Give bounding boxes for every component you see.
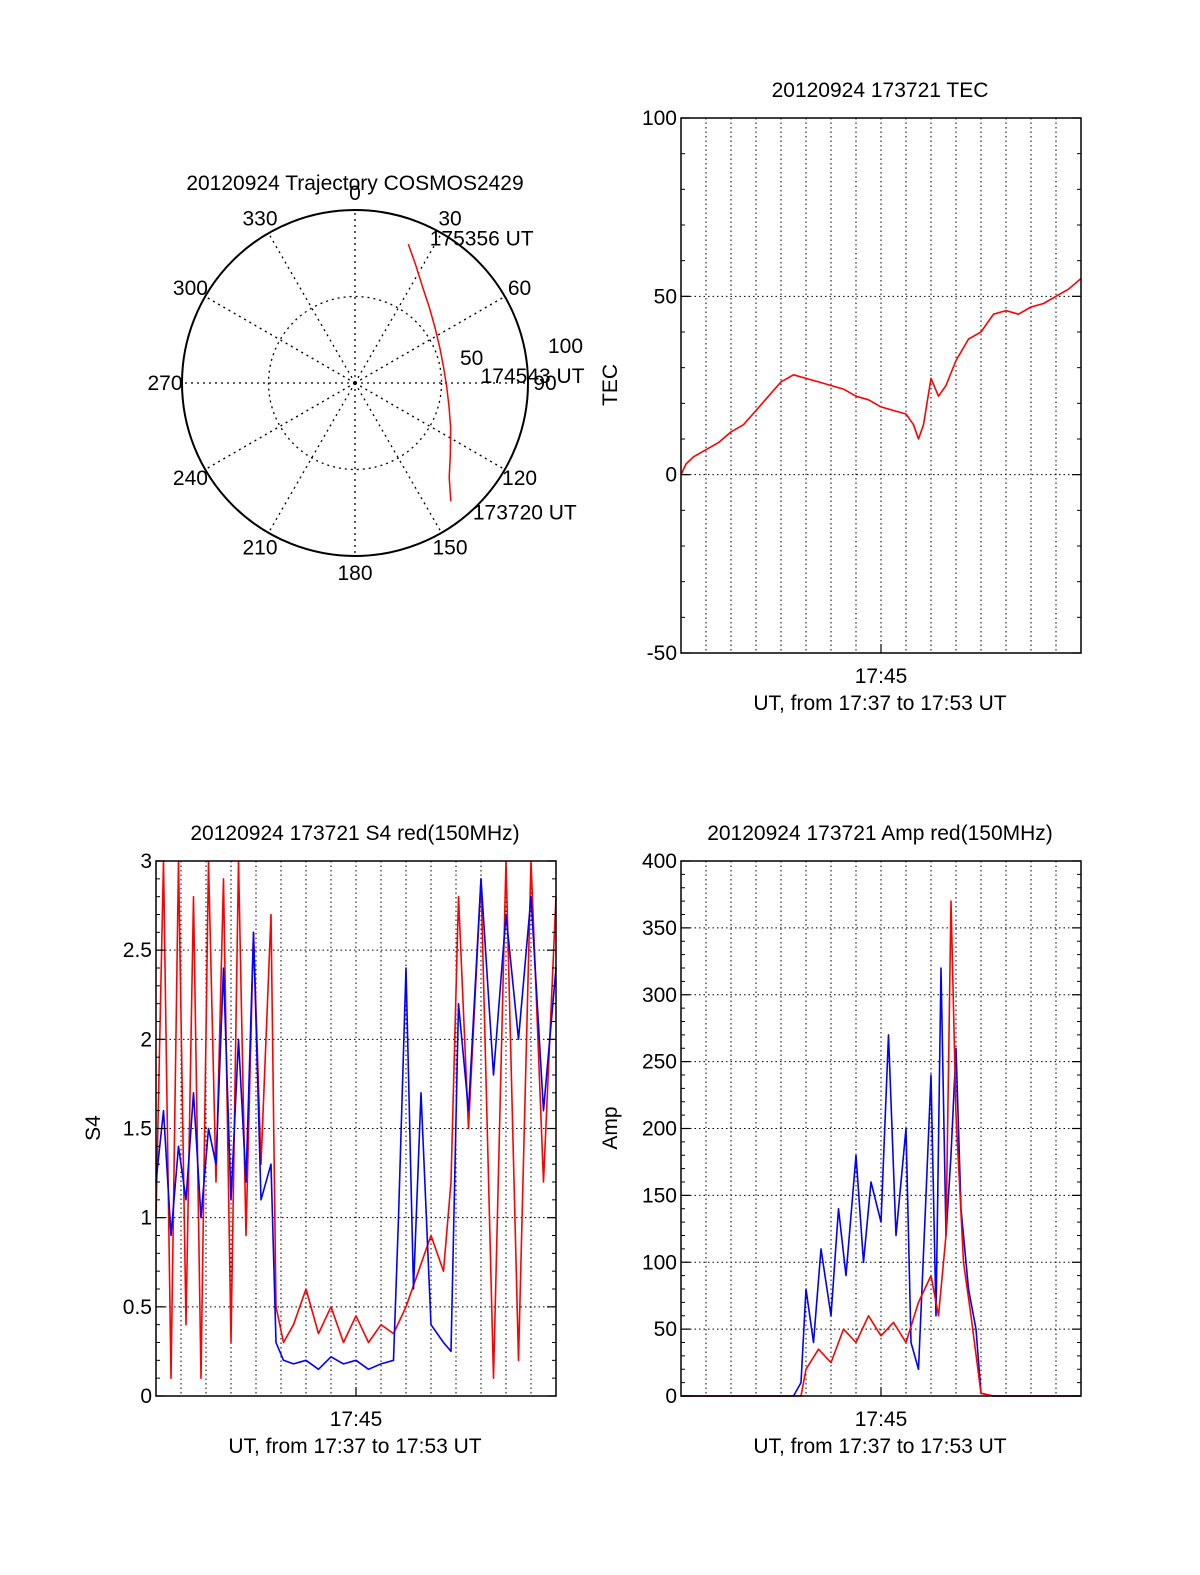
y-tick-label: 50	[654, 1318, 677, 1341]
polar-spoke	[267, 232, 356, 384]
polar-angle-label: 240	[173, 467, 208, 490]
polar-angle-label: 60	[508, 277, 531, 300]
y-tick-label: 0	[140, 1385, 152, 1408]
y-tick-label: 2	[140, 1028, 152, 1051]
y-tick-label: 0.5	[123, 1296, 152, 1319]
y-tick-label: 1.5	[123, 1118, 152, 1141]
tec-xlabel: UT, from 17:37 to 17:53 UT	[753, 692, 1006, 715]
y-tick-label: 250	[642, 1051, 677, 1074]
polar-spoke	[204, 382, 356, 471]
trajectory-line	[407, 243, 452, 502]
polar-angle-label: 270	[147, 372, 182, 395]
polar-spoke	[204, 295, 356, 384]
polar-grid	[181, 209, 529, 557]
x-tick-label: 17:45	[855, 1408, 908, 1431]
s4-panel: 20120924 173721 S4 red(150MHz) UT, from …	[82, 822, 557, 1458]
polar-spoke	[354, 295, 506, 384]
y-tick-label: 200	[642, 1118, 677, 1141]
polar-angle-label: 180	[337, 562, 372, 585]
x-tick-label: 17:45	[330, 1408, 383, 1431]
polar-angle-label: 150	[432, 537, 467, 560]
s4-ylabel: S4	[82, 1115, 105, 1141]
y-tick-label: 0	[665, 1385, 677, 1408]
y-tick-label: 3	[140, 850, 152, 873]
trajectory-path	[407, 243, 452, 502]
polar-radial-label: 50	[460, 347, 483, 370]
y-tick-label: 100	[642, 107, 677, 130]
polar-angle-label: 90	[533, 372, 556, 395]
polar-angle-label: 210	[242, 537, 277, 560]
amp-panel: 20120924 173721 Amp red(150MHz) UT, from…	[599, 822, 1082, 1458]
polar-spoke	[354, 382, 443, 534]
series-line-0	[680, 277, 1082, 476]
series-line-1	[681, 900, 1081, 1397]
y-tick-label: 100	[642, 1251, 677, 1274]
polar-spoke	[267, 382, 356, 534]
amp-title: 20120924 173721 Amp red(150MHz)	[707, 822, 1053, 845]
trajectory-annotation-2: 173720 UT	[473, 502, 577, 525]
polar-angle-labels: 0 30 60 90 120 150 180 210 240 270 300 330 50 100	[147, 182, 583, 585]
polar-angle-label: 0	[349, 182, 361, 205]
tec-panel: 20120924 173721 TEC UT, from 17:37 to 17…	[599, 79, 1082, 715]
y-tick-label: 1	[140, 1207, 152, 1230]
y-tick-label: 400	[642, 850, 677, 873]
y-tick-label: -50	[647, 642, 677, 665]
trajectory-polar-panel: 20120924 Trajectory COSMOS2429 0 30 60 90 12…	[147, 172, 584, 585]
polar-radial-label: 100	[548, 335, 583, 358]
s4-xlabel: UT, from 17:37 to 17:53 UT	[228, 1435, 481, 1458]
series-line-1	[155, 877, 557, 1371]
polar-outer-ring	[181, 209, 529, 557]
amp-xlabel: UT, from 17:37 to 17:53 UT	[753, 1435, 1006, 1458]
y-tick-label: 0	[665, 464, 677, 487]
y-tick-label: 2.5	[123, 939, 152, 962]
polar-angle-label: 120	[502, 467, 537, 490]
y-tick-label: 50	[654, 285, 677, 308]
y-tick-label: 300	[642, 984, 677, 1007]
polar-inner-ring	[267, 295, 443, 471]
y-tick-label: 350	[642, 917, 677, 940]
polar-spoke	[354, 232, 443, 384]
polar-spoke	[354, 382, 506, 471]
tec-title: 20120924 173721 TEC	[772, 79, 989, 102]
polar-angle-label: 330	[242, 207, 277, 230]
trajectory-annotation-0: 175356 UT	[430, 228, 534, 251]
y-tick-label: 150	[642, 1184, 677, 1207]
tec-ylabel: TEC	[599, 364, 622, 406]
trajectory-annotation-1: 174543 UT	[481, 365, 585, 388]
polar-angle-label: 30	[438, 207, 461, 230]
x-tick-label: 17:45	[855, 665, 908, 688]
s4-title: 20120924 173721 S4 red(150MHz)	[190, 822, 519, 845]
amp-ylabel: Amp	[599, 1106, 622, 1149]
trajectory-title: 20120924 Trajectory COSMOS2429	[186, 172, 523, 195]
polar-angle-label: 300	[173, 277, 208, 300]
trajectory-annotations: 175356 UT 174543 UT 173720 UT	[430, 228, 585, 525]
